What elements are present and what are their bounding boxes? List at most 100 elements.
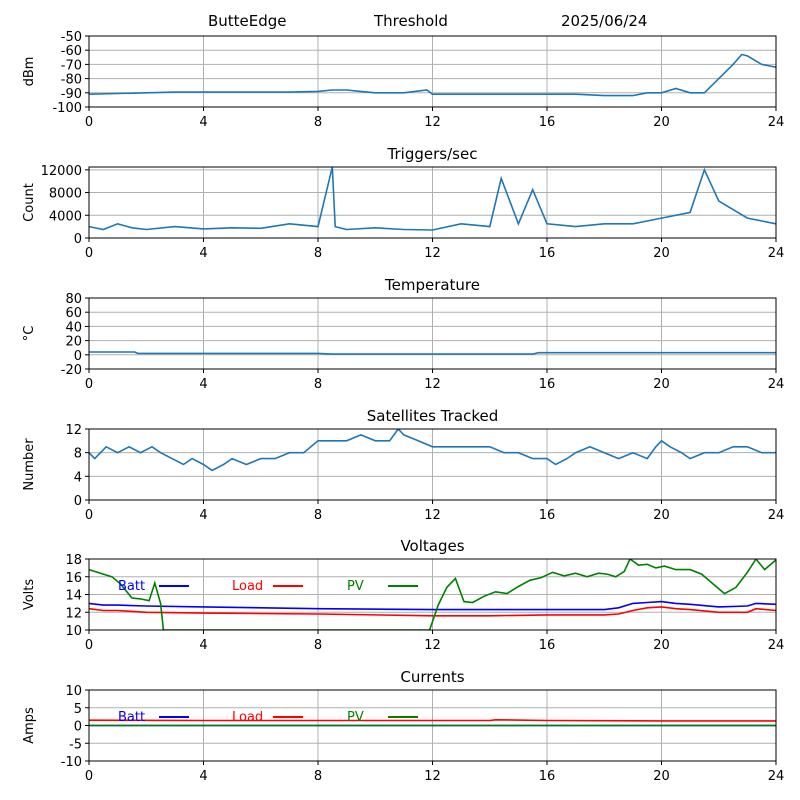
y-tick-label: 16: [65, 571, 82, 586]
y-tick-label: 18: [65, 553, 82, 568]
x-tick-label: 24: [768, 377, 785, 392]
panel-5: 0 4 8 12 16 20 24 10 12 14 16 18 Voltages Volts Batt Lo…: [22, 537, 784, 653]
panel-4: 0 4 8 12 16 20 24 0 4 8 12 Satellites Tracked Number: [22, 407, 784, 523]
series-line-load: [89, 718, 776, 722]
x-tick-label: 16: [539, 377, 556, 392]
y-tick-label: 14: [65, 589, 82, 604]
y-tick-label: 60: [65, 306, 82, 321]
y-tick-label: -80: [61, 73, 82, 88]
y-tick-label: -90: [61, 87, 82, 102]
x-tick-label: 0: [85, 508, 93, 523]
series-line-value: [89, 167, 776, 231]
x-tick-label: 20: [653, 246, 670, 261]
y-axis-label: Volts: [22, 579, 37, 611]
x-tick-label: 4: [199, 246, 207, 261]
y-tick-label: 40: [65, 320, 82, 335]
series-group: [89, 53, 776, 97]
y-tick-label: -20: [61, 363, 82, 378]
panel-title: Temperature: [384, 276, 480, 294]
x-tick-label: 4: [199, 769, 207, 784]
y-tick-label: 0: [74, 494, 82, 509]
y-tick-label: 12000: [41, 164, 82, 179]
y-tick-label: 4000: [49, 209, 82, 224]
series-line-load: [89, 606, 776, 617]
panel-6: 0 4 8 12 16 20 24 -10 -5 0 5 10 Currents Amps Batt Load…: [22, 668, 784, 784]
x-tick-label: 8: [314, 638, 322, 653]
panel-title: Satellites Tracked: [367, 407, 498, 425]
x-tick-label: 0: [85, 638, 93, 653]
legend-label-load: Load: [232, 710, 263, 725]
y-tick-label: 8000: [49, 187, 82, 202]
panel-title: Currents: [400, 668, 464, 686]
x-tick-label: 0: [85, 769, 93, 784]
series-line-value: [89, 53, 776, 97]
x-tick-label: 0: [85, 377, 93, 392]
panel-2: 0 4 8 12 16 20 24 0 4000 8000 12000 Triggers/sec Cou…: [22, 145, 784, 261]
series-group: [89, 351, 776, 355]
legend-label-batt: Batt: [118, 579, 145, 594]
x-tick-label: 16: [539, 246, 556, 261]
y-axis-label: Number: [22, 438, 37, 491]
series-group: [89, 167, 776, 231]
x-tick-label: 16: [539, 115, 556, 130]
y-axis-label: Count: [22, 183, 37, 222]
x-tick-label: 20: [653, 769, 670, 784]
y-tick-label: 0: [74, 349, 82, 364]
x-tick-label: 12: [424, 377, 441, 392]
x-tick-label: 24: [768, 246, 785, 261]
y-tick-label: 20: [65, 335, 82, 350]
series-group: [89, 559, 776, 630]
legend-label-pv: PV: [347, 710, 364, 725]
x-tick-label: 8: [314, 246, 322, 261]
panel-title: Voltages: [400, 537, 464, 555]
y-tick-label: 10: [65, 624, 82, 639]
date-label: 2025/06/24: [561, 12, 647, 30]
x-tick-label: 8: [314, 508, 322, 523]
series-line-pv: [89, 559, 776, 630]
panel-title: Triggers/sec: [387, 145, 478, 163]
series-group: [89, 429, 776, 472]
x-tick-label: 8: [314, 769, 322, 784]
y-tick-label: 5: [74, 702, 82, 717]
x-tick-label: 4: [199, 377, 207, 392]
x-tick-label: 16: [539, 508, 556, 523]
x-tick-label: 20: [653, 377, 670, 392]
x-tick-label: 20: [653, 638, 670, 653]
y-tick-label: 0: [74, 232, 82, 247]
x-tick-label: 4: [199, 638, 207, 653]
x-tick-label: 8: [314, 115, 322, 130]
y-tick-label: -50: [61, 30, 82, 45]
y-tick-label: -5: [69, 737, 82, 752]
x-tick-label: 12: [424, 508, 441, 523]
x-tick-label: 16: [539, 769, 556, 784]
x-tick-label: 4: [199, 115, 207, 130]
x-tick-label: 24: [768, 638, 785, 653]
x-tick-label: 12: [424, 769, 441, 784]
x-tick-label: 20: [653, 115, 670, 130]
x-tick-label: 0: [85, 246, 93, 261]
series-line-batt: [89, 600, 776, 611]
series-line-value: [89, 429, 776, 472]
y-tick-label: 10: [65, 684, 82, 699]
x-tick-label: 8: [314, 377, 322, 392]
x-tick-label: 0: [85, 115, 93, 130]
y-axis-label: dBm: [22, 57, 37, 87]
legend-label-load: Load: [232, 579, 263, 594]
y-tick-label: -100: [52, 101, 82, 116]
legend-label-batt: Batt: [118, 710, 145, 725]
series-line-value: [89, 351, 776, 355]
y-tick-label: 8: [74, 447, 82, 462]
x-tick-label: 12: [424, 246, 441, 261]
y-axis-label: °C: [22, 326, 37, 342]
y-tick-label: 12: [65, 606, 82, 621]
panel-1: 0 4 8 12 16 20 24 -100-90-80-70-60-50 dBm: [22, 30, 784, 130]
y-tick-label: 4: [74, 470, 82, 485]
series-group: [89, 718, 776, 727]
y-tick-label: 12: [65, 423, 82, 438]
x-tick-label: 12: [424, 115, 441, 130]
x-tick-label: 16: [539, 638, 556, 653]
legend-label-pv: PV: [347, 579, 364, 594]
x-tick-label: 20: [653, 508, 670, 523]
y-tick-label: -70: [61, 58, 82, 73]
